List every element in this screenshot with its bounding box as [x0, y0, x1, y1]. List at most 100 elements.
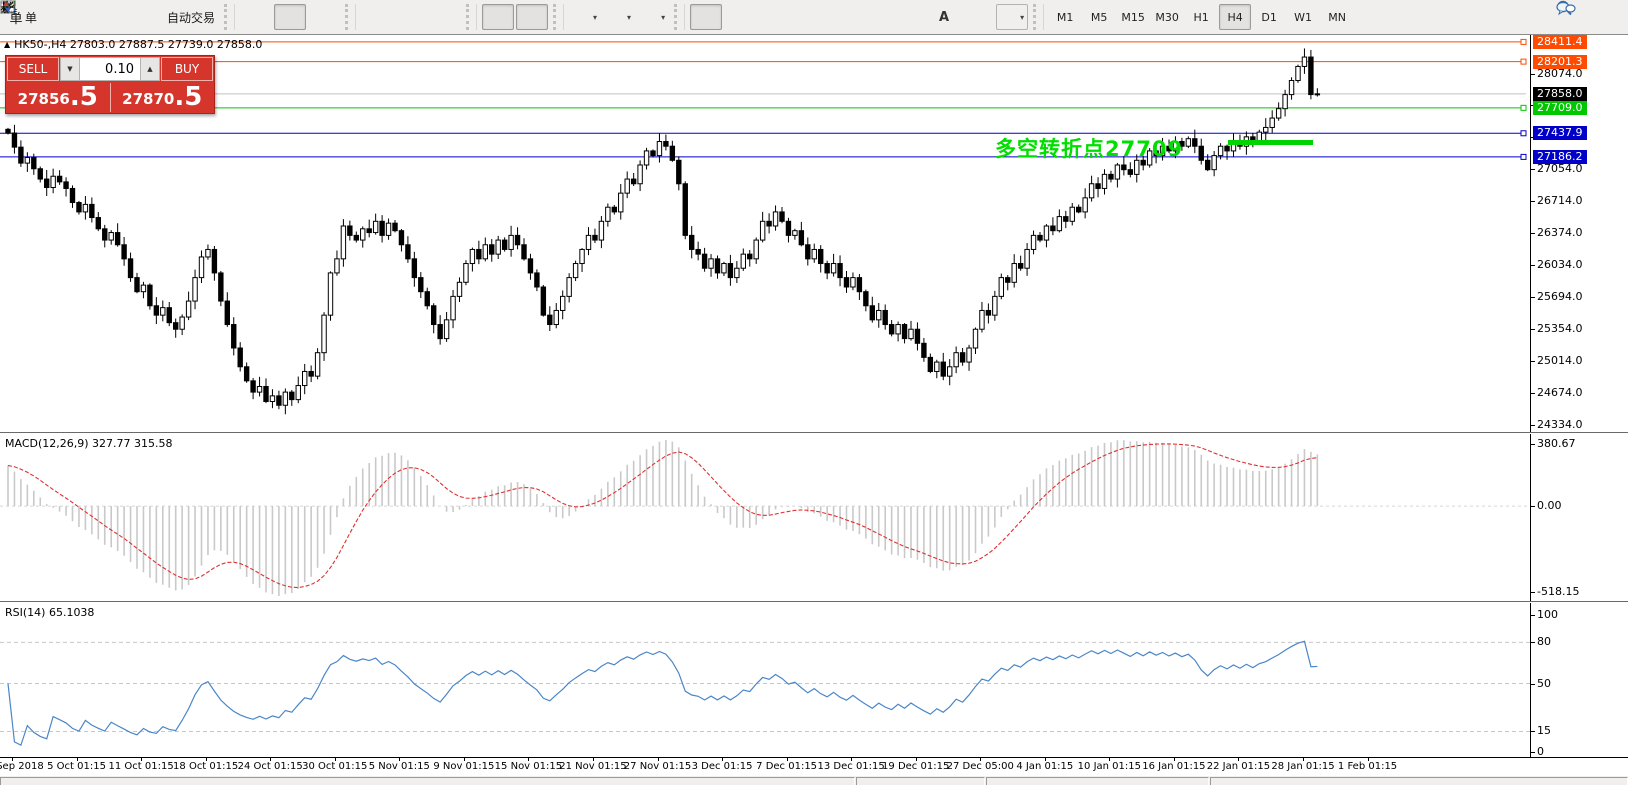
- history-center-button[interactable]: [1, 1, 75, 30]
- rsi-panel[interactable]: RSI(14) 65.1038 100 80 50 15 0: [0, 603, 1628, 758]
- time-tick: [399, 758, 401, 761]
- market-watch-button[interactable]: [0, 2, 109, 30]
- price-level-label: 27858.0: [1533, 86, 1587, 101]
- main-chart-panel[interactable]: ▲ HK50-,H4 27803.0 27887.5 27739.0 27858…: [0, 34, 1628, 432]
- volume-increase-button[interactable]: ▲: [140, 57, 160, 81]
- time-label: 24 Oct 01:15: [237, 761, 303, 772]
- timeframe-h1-button[interactable]: H1: [1185, 4, 1217, 30]
- toolbar-right: [1556, 0, 1624, 34]
- time-label: 19 Dec 01:15: [882, 761, 950, 772]
- time-label: 13 Dec 01:15: [817, 761, 885, 772]
- timeframe-d1-button[interactable]: D1: [1253, 4, 1285, 30]
- time-tick: [1173, 758, 1175, 761]
- trendline-button[interactable]: [1, 1, 858, 30]
- vertical-line-button[interactable]: [4, 1, 790, 30]
- chevron-down-icon: ▾: [627, 12, 632, 22]
- timeframe-w1-button[interactable]: W1: [1287, 4, 1319, 30]
- chat-button[interactable]: [1556, 1, 1623, 30]
- button-label: M15: [1121, 10, 1145, 24]
- zoom-out-button[interactable]: [1, 0, 427, 30]
- auto-scroll-button[interactable]: [1, 1, 515, 30]
- price-axis[interactable]: 28074.027734.027394.027054.026714.026374…: [1531, 34, 1628, 432]
- template-icon: [0, 0, 659, 26]
- toolbar-separator: [553, 4, 565, 30]
- timeframe-m30-button[interactable]: M30: [1151, 4, 1183, 30]
- templates-button[interactable]: ▾: [0, 0, 669, 30]
- time-label: 16 Jan 01:15: [1142, 761, 1206, 772]
- button-label: M1: [1056, 10, 1074, 24]
- time-label: 22 Jan 01:15: [1206, 761, 1271, 772]
- crosshair-button[interactable]: [1, 1, 756, 30]
- toolbar-group-scroll: [1, 0, 551, 34]
- timeframe-m15-button[interactable]: M15: [1117, 4, 1149, 30]
- time-tick: [1303, 758, 1304, 761]
- fibonacci-button[interactable]: F: [1, 2, 926, 30]
- time-tick: [915, 758, 917, 761]
- trendline-segment[interactable]: [1228, 140, 1313, 145]
- status-cell: [986, 777, 1209, 785]
- chart-workspace: ▲ HK50-,H4 27803.0 27887.5 27739.0 27858…: [0, 34, 1628, 785]
- axis-tick-label: 26714.0: [1537, 194, 1583, 208]
- time-label: 5 Nov 01:15: [368, 761, 430, 772]
- candlestick-chart[interactable]: [0, 35, 1531, 432]
- annotation-text[interactable]: 多空转折点27709: [995, 137, 1184, 161]
- new-order-button[interactable]: 单单: [3, 4, 41, 30]
- clock-icon: [0, 0, 625, 26]
- axis-tick: [1531, 201, 1535, 203]
- axis-border: [1530, 603, 1531, 757]
- buy-price[interactable]: 27870.5: [122, 82, 203, 112]
- volume-decrease-button[interactable]: ▼: [60, 57, 80, 81]
- chevron-down-icon: ▾: [1020, 12, 1025, 22]
- timeframe-h4-button[interactable]: H4: [1219, 4, 1252, 30]
- symbol-marker-icon: ▲: [4, 40, 11, 49]
- axis-tick: [1531, 233, 1535, 235]
- sell-price[interactable]: 27856.5: [6, 83, 111, 112]
- time-tick: [12, 758, 13, 761]
- time-label: 7 Dec 01:15: [756, 761, 818, 772]
- time-label: 3 Dec 01:15: [691, 761, 753, 772]
- time-label: 27 Dec 05:00: [946, 761, 1014, 772]
- time-label: 10 Jan 01:15: [1077, 761, 1142, 772]
- indicators-button[interactable]: ▾: [0, 0, 601, 30]
- axis-border: [1530, 434, 1531, 601]
- signals-button[interactable]: [1, 2, 143, 30]
- auto-scroll-icon: [1, 1, 507, 26]
- arrows-button[interactable]: ▾: [3, 2, 1029, 30]
- rsi-label: RSI(14) 65.1038: [5, 606, 95, 619]
- candle-chart-button[interactable]: [2, 1, 307, 30]
- text-label-button[interactable]: T: [0, 0, 994, 30]
- equidistant-channel-button[interactable]: E: [0, 1, 892, 30]
- price-level-label: 27709.0: [1533, 100, 1587, 115]
- periods-button[interactable]: ▾: [0, 0, 635, 30]
- toolbar-group-market: 单单 自动交易: [0, 0, 222, 34]
- axis-tick: [1531, 731, 1535, 733]
- zoom-in-button[interactable]: [1, 0, 393, 30]
- line-chart-button[interactable]: [0, 2, 340, 30]
- axis-tick-label: 26374.0: [1537, 226, 1583, 240]
- bar-chart-button[interactable]: [0, 2, 272, 30]
- axis-tick: [1531, 506, 1535, 508]
- button-label: D1: [1261, 10, 1277, 24]
- horizontal-line-button[interactable]: [1, 4, 824, 30]
- chevron-down-icon: ▾: [661, 12, 666, 22]
- time-tick: [722, 758, 724, 761]
- volume-input[interactable]: 0.10: [80, 57, 140, 81]
- cursor-button[interactable]: [3, 1, 723, 30]
- axis-tick-label: 25694.0: [1537, 289, 1583, 303]
- timeframe-m1-button[interactable]: M1: [1049, 4, 1081, 30]
- axis-tick: [1531, 328, 1535, 330]
- macd-axis: 380.67 0.00 -518.15: [1531, 434, 1628, 601]
- auto-trading-button[interactable]: 自动交易: [0, 1, 219, 30]
- macd-panel[interactable]: MACD(12,26,9) 327.77 315.58 380.67 0.00 -5…: [0, 434, 1628, 601]
- buy-button[interactable]: BUY: [161, 57, 213, 81]
- tile-windows-button[interactable]: [0, 0, 461, 30]
- sell-button[interactable]: SELL: [7, 57, 59, 81]
- chart-shift-button[interactable]: [1, 1, 549, 30]
- timeframe-mn-button[interactable]: MN: [1321, 4, 1353, 30]
- text-button[interactable]: A: [928, 4, 960, 30]
- timeframe-m5-button[interactable]: M5: [1083, 4, 1115, 30]
- time-label: 9 Nov 01:15: [433, 761, 495, 772]
- autotrade-icon: [0, 1, 167, 26]
